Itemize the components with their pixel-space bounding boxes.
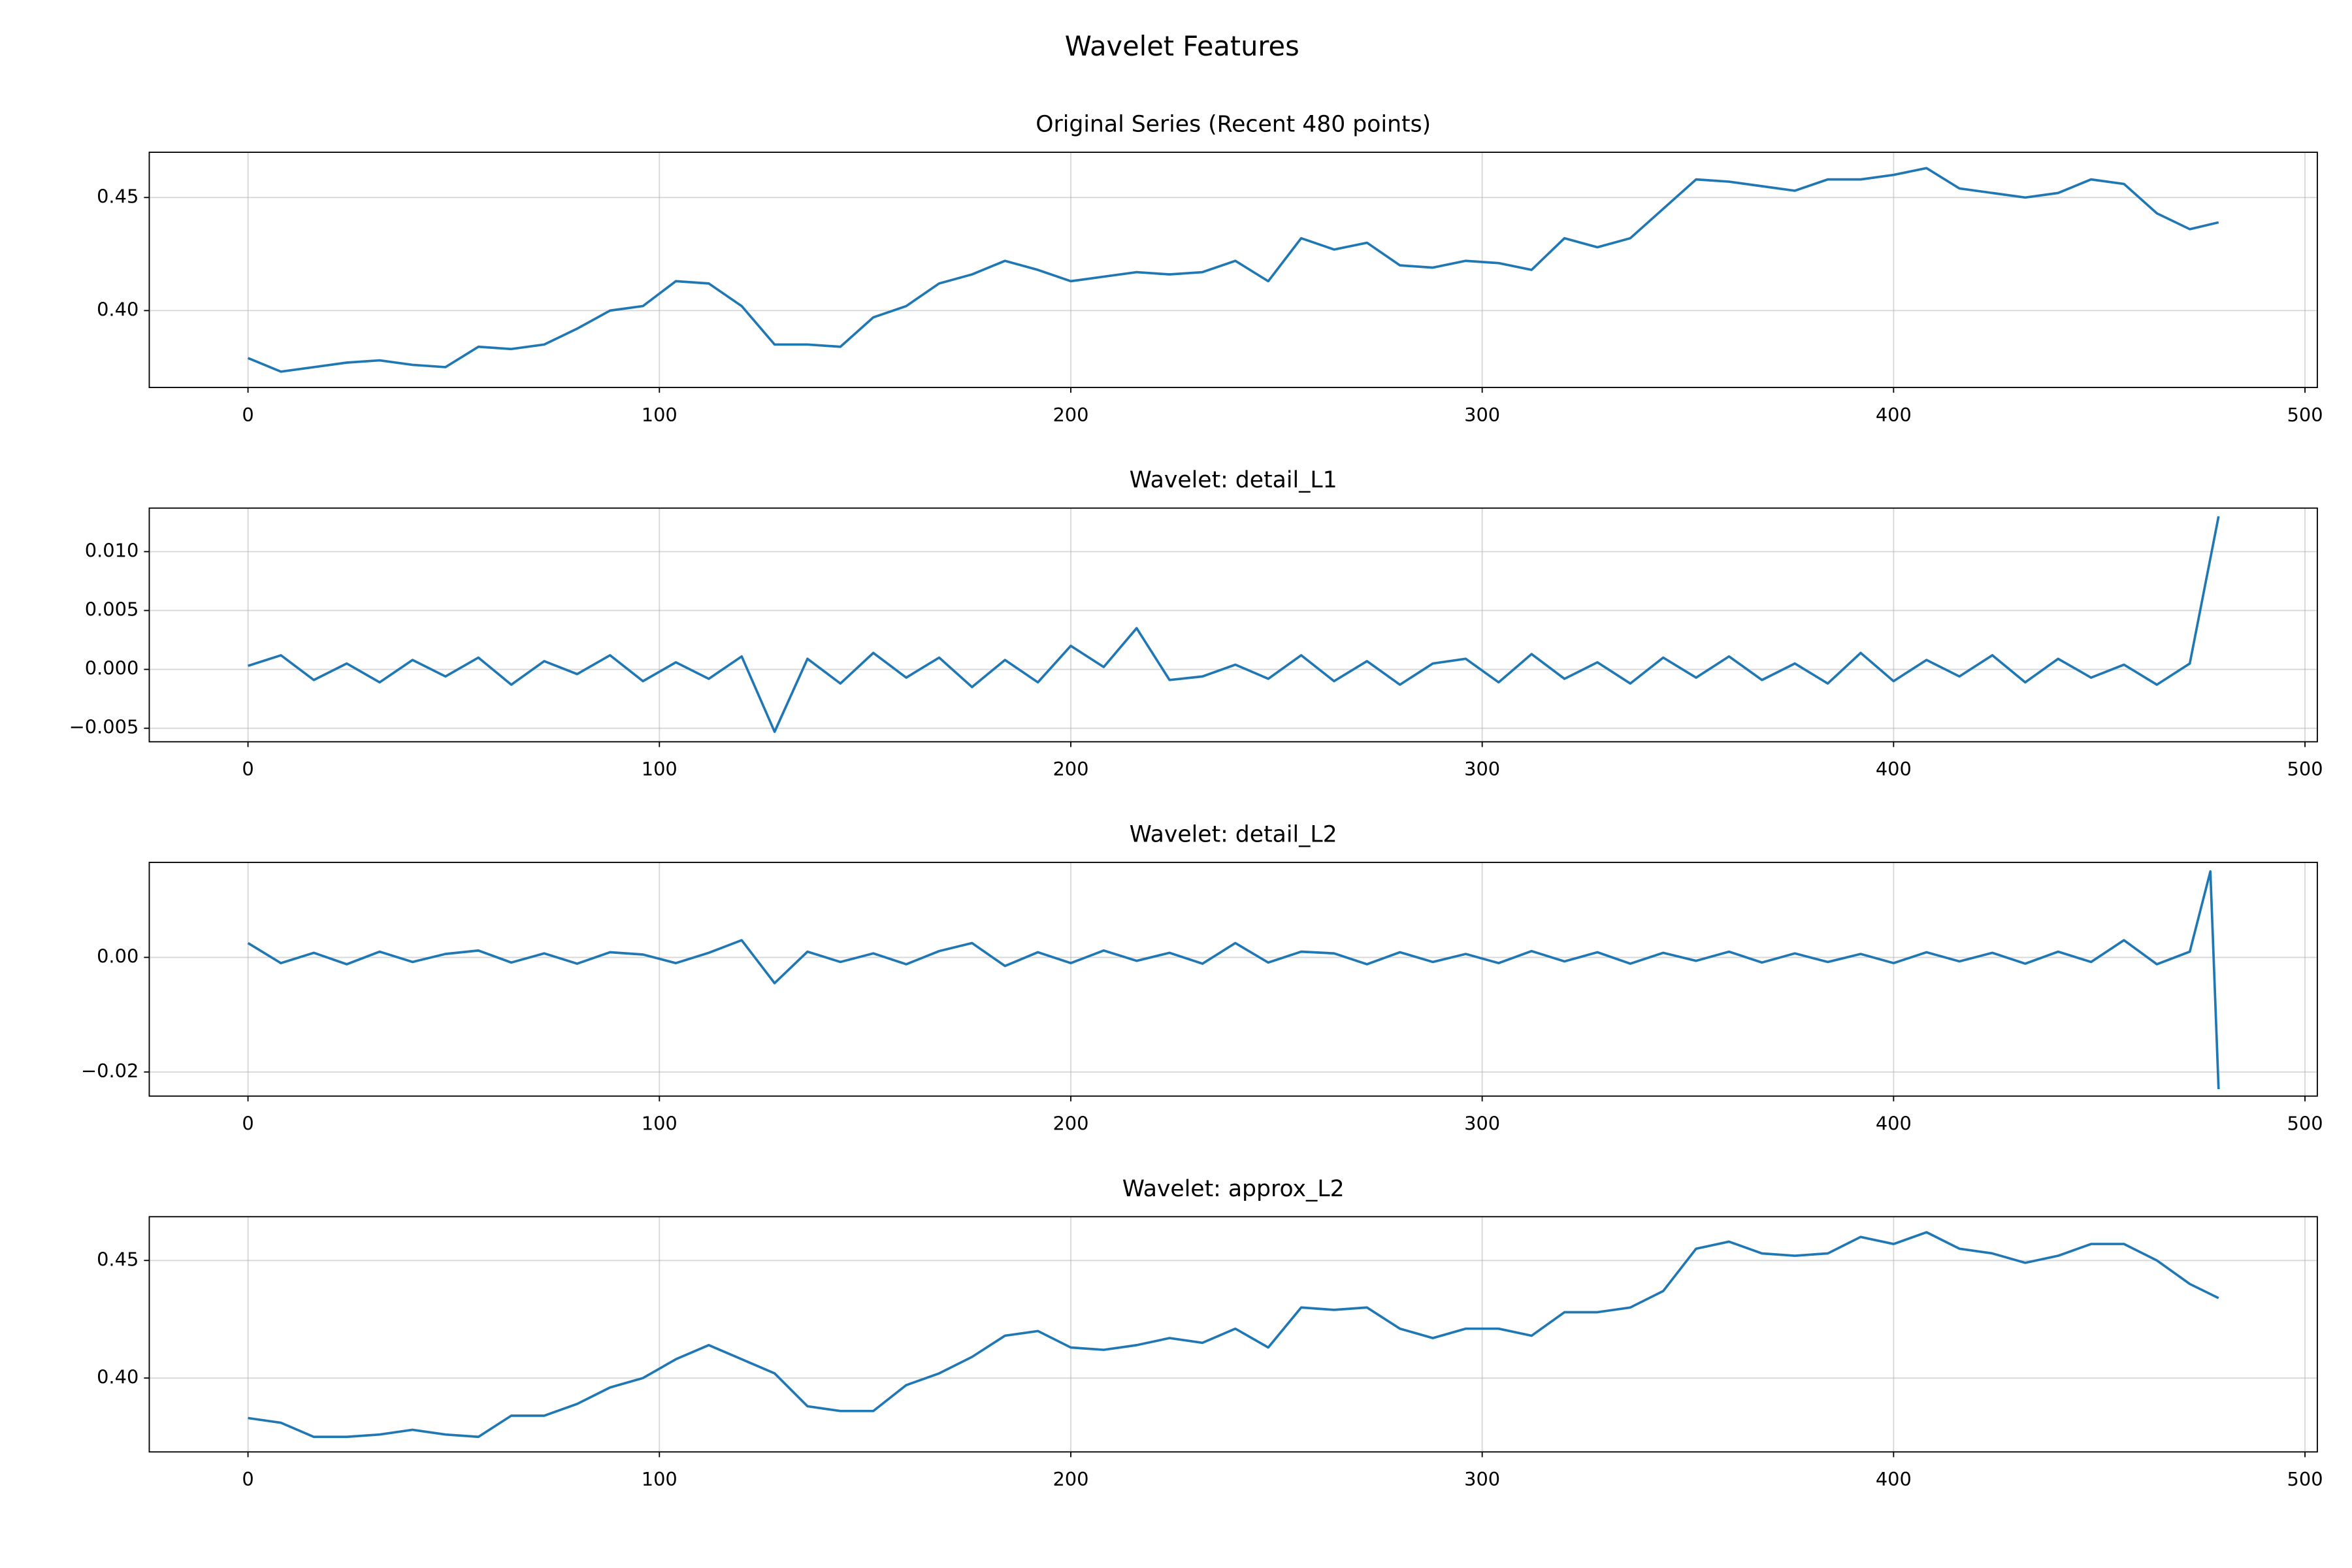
series-line (248, 515, 2220, 733)
series-line (248, 1231, 2219, 1439)
y-tick-label: 0.010 (85, 539, 139, 561)
y-tick-label: −0.02 (81, 1060, 139, 1082)
y-tick-label: 0.00 (97, 945, 139, 967)
subplot-title: Wavelet: approx_L2 (1122, 1176, 1345, 1202)
x-tick-label: 0 (242, 758, 253, 780)
y-tick-label: 0.000 (85, 657, 139, 679)
x-tick-label: 300 (1464, 404, 1500, 426)
axes-frame (148, 1216, 2318, 1453)
x-tick-label: 300 (1464, 1468, 1500, 1490)
x-tick-label: 0 (242, 1468, 253, 1490)
x-tick-label: 400 (1876, 758, 1912, 780)
axes-frame (148, 507, 2318, 743)
series-line (247, 167, 2219, 373)
x-tick-label: 0 (242, 1113, 253, 1135)
y-tick-label: −0.005 (69, 716, 139, 738)
x-tick-label: 500 (2287, 1468, 2323, 1490)
x-tick-label: 100 (642, 1113, 678, 1135)
y-tick-label: 0.45 (97, 185, 139, 207)
axes-frame (148, 152, 2318, 388)
x-tick-label: 100 (642, 1468, 678, 1490)
x-tick-label: 200 (1053, 404, 1088, 426)
y-tick-label: 0.40 (97, 1365, 139, 1388)
x-tick-label: 200 (1053, 1468, 1088, 1490)
x-tick-label: 400 (1876, 404, 1912, 426)
x-tick-label: 500 (2287, 404, 2323, 426)
y-tick-label: 0.45 (97, 1248, 139, 1270)
x-tick-label: 400 (1876, 1113, 1912, 1135)
x-tick-label: 200 (1053, 1113, 1088, 1135)
subplot-title: Original Series (Recent 480 points) (1036, 112, 1431, 138)
subplot-title: Wavelet: detail_L2 (1130, 821, 1337, 847)
axes-frame (148, 862, 2318, 1097)
x-tick-label: 0 (242, 404, 253, 426)
x-tick-label: 500 (2287, 758, 2323, 780)
series-line (247, 870, 2220, 1090)
y-tick-label: 0.005 (85, 598, 139, 620)
x-tick-label: 300 (1464, 1113, 1500, 1135)
x-tick-label: 300 (1464, 758, 1500, 780)
x-tick-label: 500 (2287, 1113, 2323, 1135)
figure-title: Wavelet Features (1065, 30, 1299, 62)
x-tick-label: 400 (1876, 1468, 1912, 1490)
x-tick-label: 100 (642, 758, 678, 780)
x-tick-label: 200 (1053, 758, 1088, 780)
subplot-title: Wavelet: detail_L1 (1130, 467, 1337, 493)
x-tick-label: 100 (642, 404, 678, 426)
y-tick-label: 0.40 (97, 298, 139, 320)
